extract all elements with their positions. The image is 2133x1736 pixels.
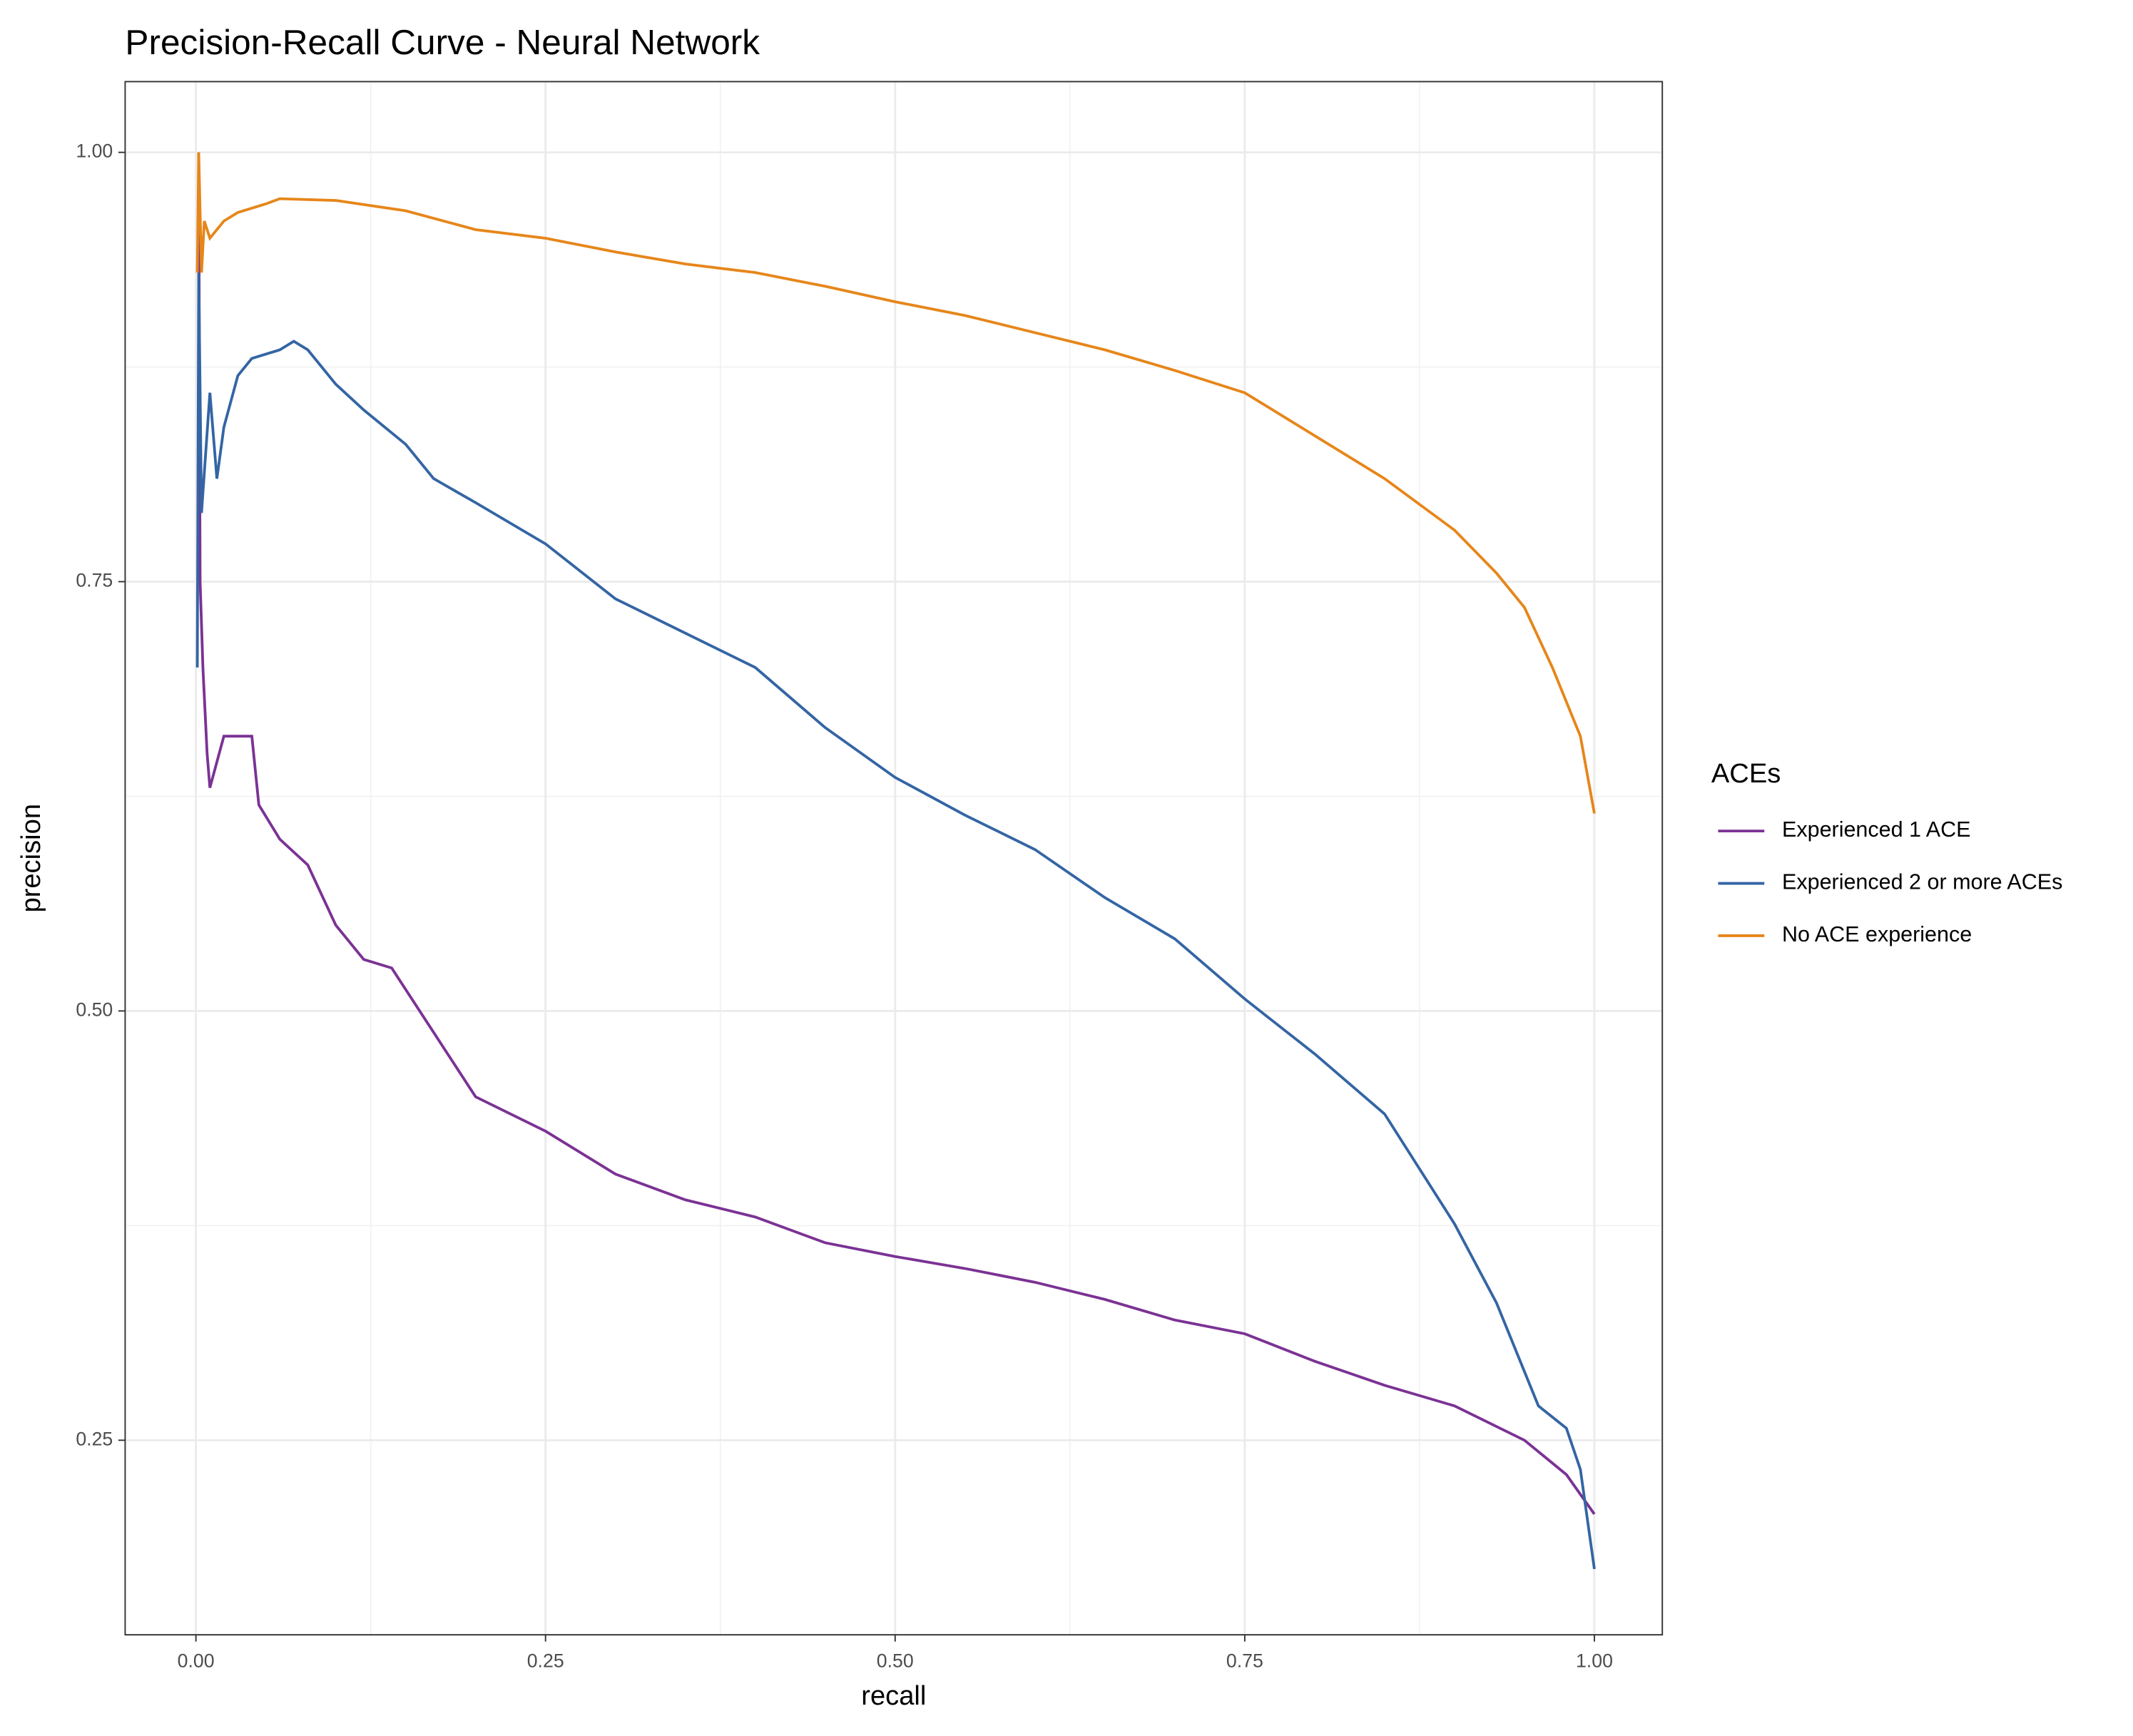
- x-tick-label: 0.00: [178, 1650, 215, 1671]
- y-tick-label: 0.50: [76, 999, 113, 1020]
- plot-border: [124, 81, 1664, 1636]
- pr-curve: [195, 152, 1596, 814]
- x-tick-label: 0.50: [877, 1650, 914, 1671]
- x-axis-title: recall: [861, 1680, 926, 1711]
- legend-label: Experienced 1 ACE: [1782, 817, 1971, 842]
- y-tick-label: 0.75: [76, 570, 113, 591]
- y-tick-label: 0.25: [76, 1428, 113, 1449]
- chart-title: Precision-Recall Curve - Neural Network: [125, 22, 760, 62]
- y-axis-title: precision: [16, 804, 46, 913]
- legend-label: No ACE experience: [1782, 922, 1972, 946]
- x-tick-label: 0.25: [527, 1650, 564, 1671]
- y-tick-label: 1.00: [76, 141, 113, 162]
- legend-title: ACEs: [1711, 758, 1781, 789]
- x-tick-label: 1.00: [1576, 1650, 1613, 1671]
- x-tick-label: 0.75: [1226, 1650, 1263, 1671]
- pr-curve: [195, 272, 1596, 1570]
- pr-curve: [197, 152, 1596, 1515]
- legend-label: Experienced 2 or more ACEs: [1782, 870, 2062, 894]
